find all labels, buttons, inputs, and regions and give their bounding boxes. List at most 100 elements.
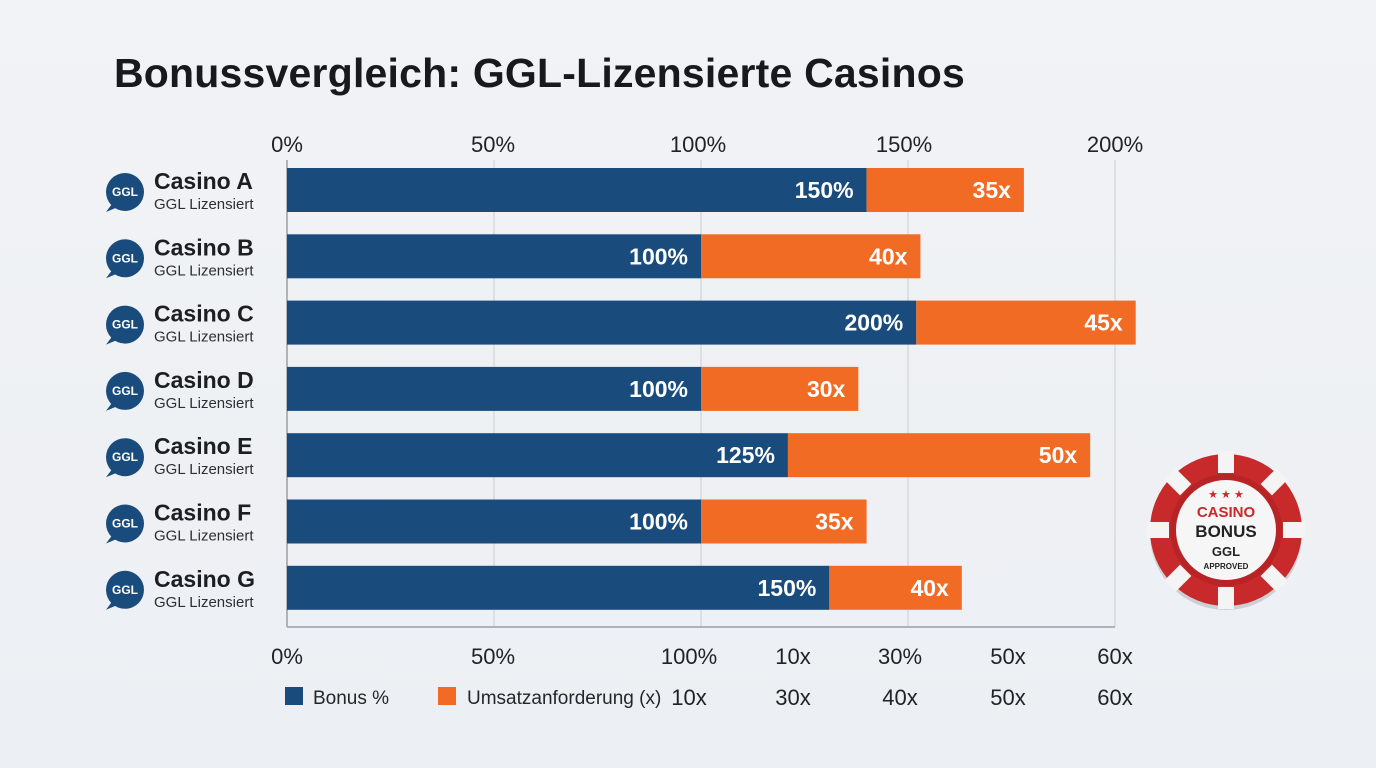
top-axis-ticks: 0% 50% 100% 150% 200% bbox=[271, 132, 1143, 157]
bonus-value-label: 200% bbox=[844, 310, 903, 336]
wager-value-label: 50x bbox=[1039, 442, 1078, 468]
bonus-value-label: 100% bbox=[629, 376, 688, 402]
top-tick-label: 100% bbox=[670, 132, 726, 157]
casino-row: GGL Casino A GGL Lizensiert 150% 35x bbox=[106, 168, 1024, 213]
top-tick-label: 50% bbox=[471, 132, 515, 157]
casino-license: GGL Lizensiert bbox=[154, 262, 254, 279]
bonus-bar bbox=[287, 565, 830, 610]
casino-name: Casino A bbox=[154, 168, 253, 194]
bottom-tick-label: 50x bbox=[990, 644, 1025, 669]
casino-license: GGL Lizensiert bbox=[154, 528, 254, 545]
bonus-bar bbox=[287, 499, 701, 544]
bonus-bar bbox=[287, 300, 917, 345]
wager-bar bbox=[701, 499, 867, 544]
legend-label-wager: Umsatzanforderung (x) bbox=[467, 688, 661, 709]
ggl-logo-text: GGL bbox=[112, 318, 138, 332]
wager-value-label: 30x bbox=[807, 376, 846, 402]
chip-edge-stripe bbox=[1164, 564, 1192, 592]
ggl-logo-circle bbox=[106, 239, 144, 278]
ggl-logo-text: GGL bbox=[112, 450, 138, 464]
ggl-logo-circle bbox=[106, 570, 144, 609]
bottom-tick-label: 10x bbox=[775, 644, 810, 669]
chip-text-line2: BONUS bbox=[1195, 522, 1256, 541]
ggl-logo-icon: GGL bbox=[106, 305, 144, 345]
chart-rows: GGL Casino A GGL Lizensiert 150% 35x GGL Casin… bbox=[106, 168, 1136, 611]
bottom-tick-label: 50% bbox=[471, 644, 515, 669]
ggl-logo-tail bbox=[106, 204, 118, 212]
wager-value-label: 45x bbox=[1084, 310, 1123, 336]
bottom-tick-label: 0% bbox=[271, 644, 303, 669]
bottom-tick-label: 60x bbox=[1097, 644, 1132, 669]
top-tick-label: 200% bbox=[1087, 132, 1143, 157]
ggl-logo-text: GGL bbox=[112, 583, 138, 597]
ggl-logo-icon: GGL bbox=[106, 570, 144, 610]
chip-edge-stripe bbox=[1164, 468, 1192, 496]
ggl-logo-tail bbox=[106, 270, 118, 279]
casino-license: GGL Lizensiert bbox=[154, 461, 254, 478]
ggl-logo-tail bbox=[106, 402, 118, 411]
ggl-logo-icon: GGL bbox=[106, 438, 144, 478]
casino-row: GGL Casino G GGL Lizensiert 150% 40x bbox=[106, 565, 962, 611]
casino-license: GGL Lizensiert bbox=[154, 395, 254, 412]
casino-row: GGL Casino D GGL Lizensiert 100% 30x bbox=[106, 366, 859, 412]
top-tick-label: 150% bbox=[876, 132, 932, 157]
chip-stars: ★ ★ ★ bbox=[1208, 489, 1244, 501]
legend-swatch-wager bbox=[438, 687, 456, 705]
ggl-logo-circle bbox=[106, 438, 144, 477]
wager-bar bbox=[787, 433, 1091, 478]
bonus-bar bbox=[287, 168, 867, 212]
chip-text-line4: APPROVED bbox=[1204, 562, 1249, 571]
wager-bar bbox=[916, 300, 1136, 345]
bonus-value-label: 100% bbox=[629, 243, 688, 269]
chip-center bbox=[1176, 480, 1276, 580]
casino-name: Casino D bbox=[154, 367, 254, 393]
ggl-logo-text: GGL bbox=[112, 251, 138, 265]
ggl-logo-icon: GGL bbox=[106, 239, 144, 279]
bottom-axis-ticks: 0% 50% 100% 10x 30% 50x 60x 10x 30x 40x 50x 60x bbox=[271, 644, 1133, 710]
bottom-tick-label-row2: 30x bbox=[775, 685, 810, 710]
legend: Bonus % Umsatzanforderung (x) bbox=[285, 687, 661, 709]
ggl-logo-tail bbox=[106, 601, 118, 610]
bonus-bar bbox=[287, 234, 701, 279]
legend-swatch-bonus bbox=[285, 687, 303, 705]
casino-license: GGL Lizensiert bbox=[154, 329, 254, 346]
bonus-value-label: 125% bbox=[716, 442, 775, 468]
chip-edge-stripe bbox=[1260, 564, 1288, 592]
wager-bar bbox=[701, 366, 859, 411]
casino-name: Casino C bbox=[154, 301, 254, 327]
wager-value-label: 35x bbox=[973, 177, 1012, 203]
ggl-logo-icon: GGL bbox=[106, 504, 144, 544]
bonus-bar bbox=[287, 366, 701, 411]
bottom-tick-label-row2: 10x bbox=[671, 685, 706, 710]
wager-bar bbox=[866, 168, 1024, 212]
ggl-logo-circle bbox=[106, 371, 144, 410]
casino-name: Casino B bbox=[154, 234, 254, 260]
legend-label-bonus: Bonus % bbox=[313, 688, 389, 709]
top-tick-label: 0% bbox=[271, 132, 303, 157]
bottom-tick-label-row2: 50x bbox=[990, 685, 1025, 710]
casino-row: GGL Casino B GGL Lizensiert 100% 40x bbox=[106, 234, 921, 279]
ggl-logo-icon: GGL bbox=[106, 173, 144, 212]
chip-text-line3: GGL bbox=[1212, 544, 1240, 559]
bonus-value-label: 150% bbox=[795, 177, 854, 203]
chip-edge-stripe bbox=[1218, 587, 1234, 609]
wager-value-label: 40x bbox=[910, 575, 949, 601]
bottom-tick-label: 100% bbox=[661, 644, 717, 669]
chip-edge-stripe bbox=[1283, 522, 1305, 538]
casino-name: Casino F bbox=[154, 500, 251, 526]
casino-license: GGL Lizensiert bbox=[154, 594, 254, 611]
ggl-logo-tail bbox=[106, 535, 118, 544]
chip-edge-stripe bbox=[1260, 468, 1288, 496]
ggl-logo-circle bbox=[106, 305, 144, 344]
bonus-value-label: 100% bbox=[629, 509, 688, 535]
ggl-logo-tail bbox=[106, 469, 118, 478]
casino-name: Casino G bbox=[154, 566, 255, 592]
bonus-bar bbox=[287, 433, 788, 478]
casino-row: GGL Casino C GGL Lizensiert 200% 45x bbox=[106, 300, 1136, 346]
casino-license: GGL Lizensiert bbox=[154, 196, 254, 213]
bottom-tick-label-row2: 40x bbox=[882, 685, 917, 710]
ggl-logo-tail bbox=[106, 336, 118, 345]
bonus-value-label: 150% bbox=[758, 575, 817, 601]
casino-row: GGL Casino E GGL Lizensiert 125% 50x bbox=[106, 433, 1091, 478]
